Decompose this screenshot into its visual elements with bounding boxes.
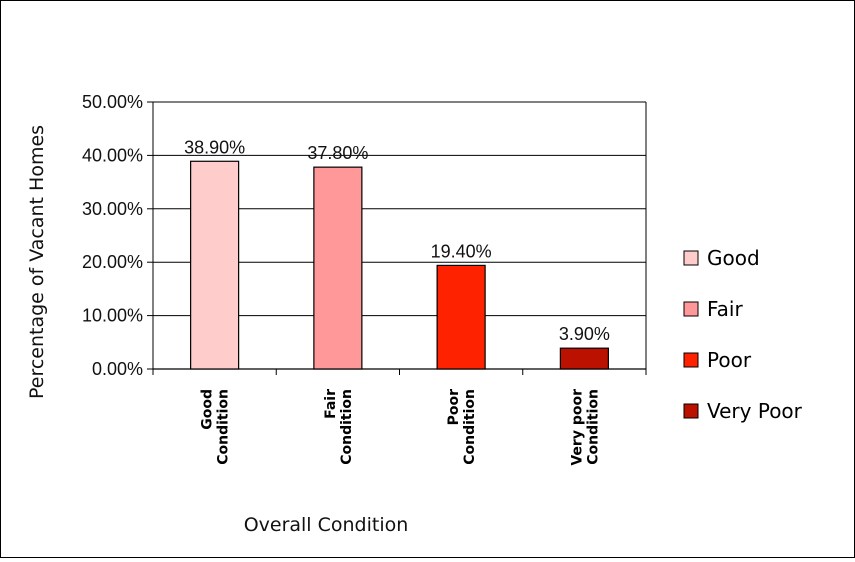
x-category-line: Condition [462, 389, 478, 465]
y-tick-label: 0.00% [92, 359, 143, 379]
x-category-label: Good Condition [200, 389, 232, 465]
y-tick-label: 40.00% [82, 145, 143, 165]
y-tick-label: 20.00% [82, 252, 143, 272]
data-labels: 38.90% 37.80% 19.40% 3.90% [184, 137, 610, 344]
y-tick-label: 10.00% [82, 306, 143, 326]
bar [313, 166, 363, 370]
x-category-label: Very poor Condition [569, 389, 601, 466]
x-category-line: Condition [216, 389, 232, 465]
x-category-line: Fair [323, 389, 339, 419]
y-axis-ticks: 0.00% 10.00% 20.00% 30.00% 40.00% 50.00% [82, 92, 153, 379]
x-category-line: Very poor [569, 389, 585, 466]
legend-swatch [683, 250, 699, 266]
x-category-line: Poor [446, 389, 462, 425]
y-axis-title: Percentage of Vacant Homes [26, 125, 48, 399]
y-tick-label: 30.00% [82, 199, 143, 219]
y-tick-label: 50.00% [82, 92, 143, 112]
x-category-label: Fair Condition [323, 389, 355, 465]
legend-label: Fair [707, 297, 743, 321]
x-axis-categories: Good Condition Fair Condition Poor Condition V… [200, 389, 602, 466]
legend-swatch [683, 301, 699, 317]
bar [190, 160, 240, 370]
legend: Good Fair Poor Very Poor [683, 246, 803, 423]
data-label: 37.80% [307, 143, 368, 163]
x-category-label: Poor Condition [446, 389, 478, 465]
bars [190, 160, 609, 370]
data-label: 38.90% [184, 137, 245, 157]
bar [559, 347, 609, 370]
legend-label: Very Poor [707, 399, 803, 423]
data-label: 3.90% [559, 324, 610, 344]
data-label: 19.40% [431, 241, 492, 261]
x-category-line: Condition [585, 389, 601, 465]
x-category-line: Good [200, 389, 216, 430]
x-axis-title: Overall Condition [244, 514, 409, 536]
x-category-line: Condition [339, 389, 355, 465]
legend-label: Good [707, 246, 760, 270]
legend-swatch [683, 352, 699, 368]
bar [436, 264, 486, 370]
legend-swatch [683, 403, 699, 419]
legend-label: Poor [707, 348, 752, 372]
